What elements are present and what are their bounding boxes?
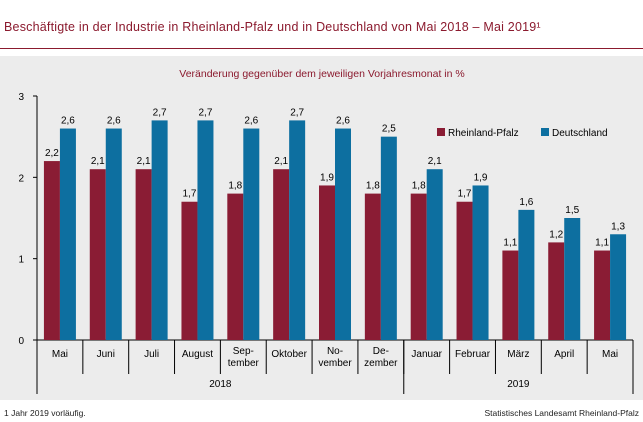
- x-tick-label: tember: [228, 358, 260, 369]
- title-rule: [0, 48, 643, 49]
- bar-deutschland: [197, 120, 214, 341]
- y-tick-label: 1: [18, 255, 24, 266]
- data-label: 1,5: [565, 205, 579, 216]
- data-label: 2,7: [153, 107, 167, 118]
- data-label: 1,8: [412, 181, 426, 192]
- bar-deutschland: [610, 234, 627, 340]
- bar-deutschland: [289, 120, 306, 341]
- bar-deutschland: [564, 218, 581, 340]
- x-tick-label: Mai: [602, 349, 618, 360]
- bar-deutschland: [59, 128, 76, 340]
- x-tick-label: Februar: [455, 349, 491, 360]
- y-tick-label: 2: [18, 173, 24, 184]
- x-tick-label: Januar: [411, 349, 442, 360]
- bar-rheinland-pfalz: [548, 242, 565, 340]
- data-label: 1,2: [549, 229, 563, 240]
- x-tick-label: zember: [364, 358, 398, 369]
- y-tick-label: 0: [18, 336, 24, 347]
- bar-rheinland-pfalz: [135, 169, 152, 340]
- data-label: 2,1: [428, 156, 442, 167]
- bar-deutschland: [105, 128, 122, 340]
- bar-rheinland-pfalz: [594, 250, 611, 340]
- bar-deutschland: [243, 128, 260, 340]
- bar-deutschland: [335, 128, 351, 340]
- data-label: 2,1: [91, 156, 105, 167]
- data-label: 2,2: [45, 148, 59, 159]
- x-tick-label: August: [182, 349, 213, 360]
- data-label: 2,6: [244, 116, 258, 127]
- bar-deutschland: [380, 136, 397, 340]
- bar-rheinland-pfalz: [273, 169, 290, 340]
- bar-rheinland-pfalz: [410, 193, 427, 340]
- data-label: 1,9: [474, 172, 488, 183]
- legend-deutschland-label: Deutschland: [552, 128, 608, 139]
- group-label: 2019: [507, 379, 530, 390]
- bar-deutschland: [518, 209, 535, 340]
- bar-rheinland-pfalz: [364, 193, 381, 340]
- bar-chart: Veränderung gegenüber dem jeweiligen Vor…: [18, 68, 634, 394]
- data-label: 1,8: [228, 181, 242, 192]
- data-label: 2,1: [137, 156, 151, 167]
- x-tick-label: Sep-: [233, 346, 254, 357]
- data-label: 1,8: [366, 181, 380, 192]
- x-tick-label: No-: [327, 346, 343, 357]
- data-label: 1,1: [595, 238, 609, 249]
- x-tick-label: März: [507, 349, 529, 360]
- x-tick-label: Mai: [52, 349, 68, 360]
- y-tick-label: 3: [18, 92, 24, 103]
- bar-deutschland: [426, 169, 443, 340]
- x-tick-label: Juli: [144, 349, 159, 360]
- data-label: 2,5: [382, 124, 396, 135]
- footnote: 1 Jahr 2019 vorläufig.: [4, 408, 86, 418]
- legend-rheinland-pfalz-swatch: [437, 128, 445, 136]
- data-label: 2,6: [336, 116, 350, 127]
- chart-title: Beschäftigte in der Industrie in Rheinla…: [4, 20, 541, 34]
- x-tick-label: Juni: [97, 349, 115, 360]
- bar-deutschland: [472, 185, 489, 340]
- data-label: 2,6: [61, 116, 75, 127]
- data-label: 1,3: [611, 221, 625, 232]
- data-label: 2,7: [199, 107, 213, 118]
- x-tick-label: Oktober: [271, 349, 307, 360]
- data-label: 1,9: [320, 172, 334, 183]
- bar-rheinland-pfalz: [43, 161, 60, 340]
- data-label: 2,6: [107, 116, 121, 127]
- bar-rheinland-pfalz: [181, 201, 198, 340]
- data-label: 2,1: [274, 156, 288, 167]
- bar-rheinland-pfalz: [456, 201, 473, 340]
- bar-deutschland: [151, 120, 168, 341]
- data-label: 1,7: [458, 189, 472, 200]
- x-tick-label: De-: [373, 346, 389, 357]
- data-label: 1,7: [183, 189, 197, 200]
- bar-rheinland-pfalz: [319, 185, 335, 340]
- bar-rheinland-pfalz: [89, 169, 106, 340]
- source-note: Statistisches Landesamt Rheinland-Pfalz: [484, 408, 640, 418]
- bar-rheinland-pfalz: [502, 250, 519, 340]
- chart-subtitle: Veränderung gegenüber dem jeweiligen Vor…: [179, 68, 464, 80]
- data-label: 2,7: [290, 107, 304, 118]
- legend-rheinland-pfalz-label: Rheinland-Pfalz: [448, 128, 519, 139]
- legend-deutschland-swatch: [541, 128, 549, 136]
- bar-rheinland-pfalz: [227, 193, 244, 340]
- chart-panel: Veränderung gegenüber dem jeweiligen Vor…: [0, 56, 643, 400]
- group-label: 2018: [209, 379, 232, 390]
- x-tick-label: April: [554, 349, 574, 360]
- data-label: 1,6: [519, 197, 533, 208]
- data-label: 1,1: [503, 238, 517, 249]
- x-tick-label: vember: [318, 358, 352, 369]
